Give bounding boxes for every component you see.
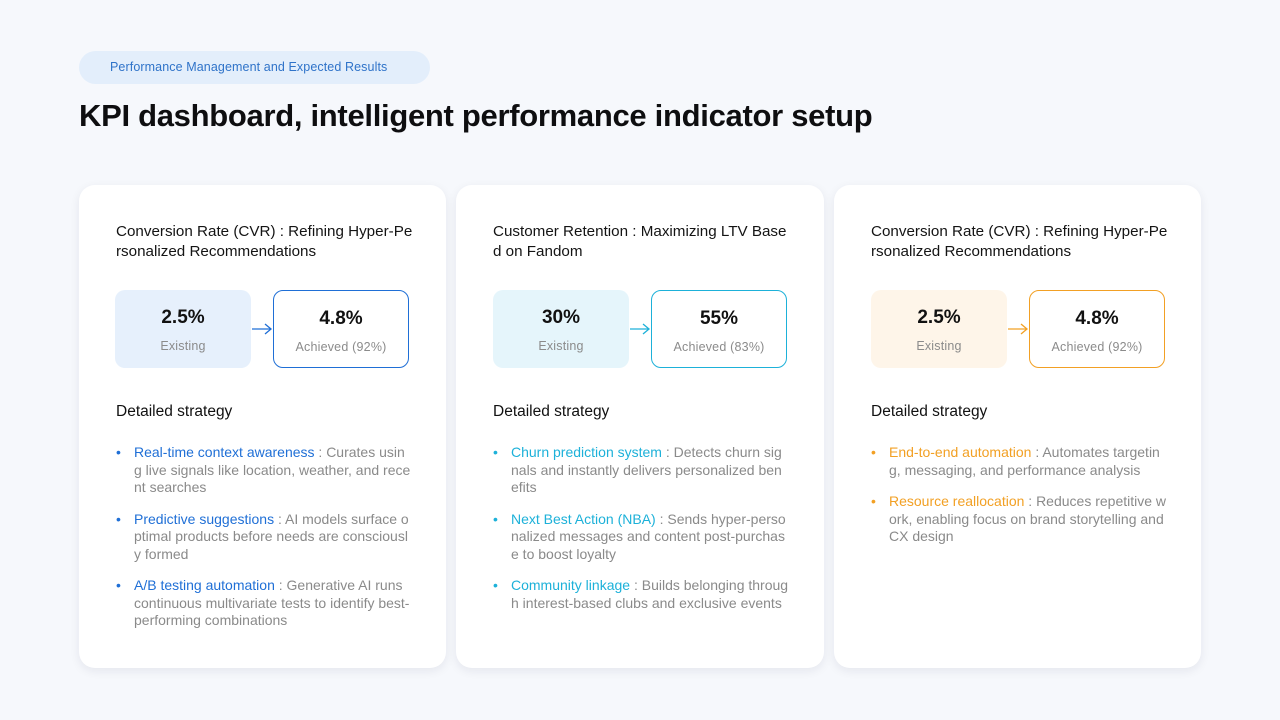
strategy-name: Resource reallocation <box>889 493 1025 509</box>
strategy-desc: : Automates targeting, messaging, and pe… <box>889 444 1160 478</box>
kpi-card-automation: Conversion Rate (CVR) : Refining Hyper-P… <box>834 185 1201 668</box>
bullet-icon: • <box>493 444 498 460</box>
existing-value: 30% <box>541 307 581 328</box>
strategy-desc: : Builds belonging through interest-base… <box>511 577 789 611</box>
list-item: • Resource reallocation : Reduces repetit… <box>871 493 1167 546</box>
strategy-list: • Churn prediction system : Detects churn… <box>493 444 789 626</box>
list-item: • Churn prediction system : Detects churn… <box>493 444 789 497</box>
strategy-name: End-to-end automation <box>889 444 1032 460</box>
list-item: • Community linkage : Builds belonging th… <box>493 577 789 612</box>
strategy-name: Churn prediction system <box>511 444 662 460</box>
strategy-desc: : Detects churn signals and instantly de… <box>511 444 782 495</box>
strategy-desc: : Sends hyper-personalized messages and … <box>511 510 786 562</box>
strategy-name: Community linkage <box>511 577 631 593</box>
existing-label: Existing <box>538 339 584 353</box>
bullet-icon: • <box>116 510 121 527</box>
existing-value: 2.5% <box>161 307 205 328</box>
bullet-icon: • <box>493 577 498 593</box>
list-item: • End-to-end automation : Automates targe… <box>871 444 1167 479</box>
achieved-box: 55% Achieved (83%) <box>651 290 787 368</box>
card-title: Conversion Rate (CVR) : Refining Hyper-P… <box>871 223 1168 260</box>
list-item: • Real-time context awareness : Curates u… <box>116 444 412 497</box>
achieved-label: Achieved (92%) <box>295 340 387 354</box>
strategy-name: Real-time context awareness <box>134 444 315 460</box>
card-title: Conversion Rate (CVR) : Refining Hyper-P… <box>116 223 413 260</box>
bullet-icon: • <box>116 444 121 460</box>
existing-label: Existing <box>160 339 206 353</box>
achieved-value: 4.8% <box>1075 308 1119 329</box>
strategy-list: • End-to-end automation : Automates targe… <box>871 444 1167 560</box>
arrow-right-icon <box>630 323 651 335</box>
existing-box: 2.5% Existing <box>115 290 251 368</box>
bullet-icon: • <box>871 444 876 460</box>
strategy-heading: Detailed strategy <box>116 403 233 420</box>
strategy-name: Next Best Action (NBA) <box>511 510 656 527</box>
achieved-value: 55% <box>699 308 739 329</box>
card-title: Customer Retention : Maximizing LTV Base… <box>493 223 787 260</box>
list-item: • Predictive suggestions : AI models surf… <box>116 511 412 564</box>
strategy-list: • Real-time context awareness : Curates u… <box>116 444 412 644</box>
section-tag: Performance Management and Expected Resu… <box>79 51 430 84</box>
existing-label: Existing <box>916 339 962 353</box>
strategy-desc: : Curates using live signals like locati… <box>134 444 411 495</box>
arrow-right-icon <box>252 323 273 335</box>
strategy-heading: Detailed strategy <box>871 403 988 420</box>
existing-box: 2.5% Existing <box>871 290 1007 368</box>
achieved-box: 4.8% Achieved (92%) <box>1029 290 1165 368</box>
strategy-desc: : AI models surface optimal products bef… <box>134 510 409 562</box>
existing-box: 30% Existing <box>493 290 629 368</box>
page-title: KPI dashboard, intelligent performance i… <box>79 98 873 133</box>
bullet-icon: • <box>871 493 876 509</box>
strategy-name: Predictive suggestions <box>134 510 275 527</box>
kpi-card-retention: Customer Retention : Maximizing LTV Base… <box>456 185 824 668</box>
achieved-label: Achieved (92%) <box>1051 340 1143 354</box>
list-item: • A/B testing automation : Generative AI … <box>116 577 412 630</box>
bullet-icon: • <box>493 510 498 527</box>
strategy-heading: Detailed strategy <box>493 403 610 420</box>
existing-value: 2.5% <box>917 307 961 328</box>
kpi-card-cvr: Conversion Rate (CVR) : Refining Hyper-P… <box>79 185 446 668</box>
achieved-label: Achieved (83%) <box>673 340 765 354</box>
arrow-right-icon <box>1008 323 1029 335</box>
achieved-box: 4.8% Achieved (92%) <box>273 290 409 368</box>
achieved-value: 4.8% <box>319 308 363 329</box>
list-item: • Next Best Action (NBA) : Sends hyper-pe… <box>493 511 789 564</box>
strategy-desc: : Generative AI runs continuous multivar… <box>134 577 410 628</box>
strategy-name: A/B testing automation <box>134 577 275 593</box>
bullet-icon: • <box>116 577 121 593</box>
strategy-desc: : Reduces repetitive work, enabling focu… <box>889 493 1167 544</box>
